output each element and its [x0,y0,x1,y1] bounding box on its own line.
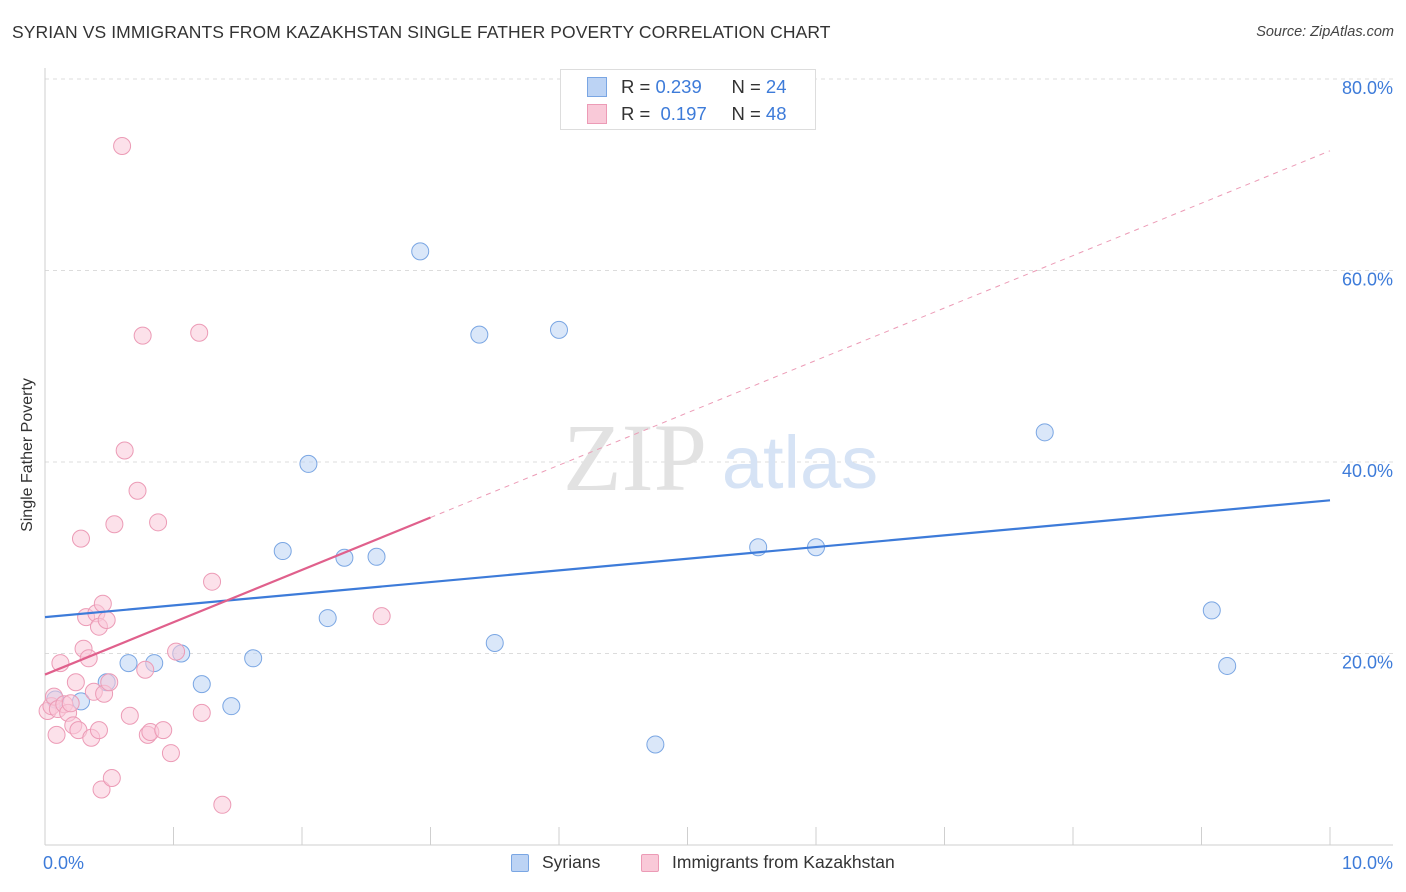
data-point [89,721,108,740]
legend-item-syrians[interactable]: Syrians [511,852,600,873]
data-point [372,607,391,626]
x-tick-label: 10.0% [1342,853,1393,873]
watermark: ZIP atlas [563,404,878,511]
data-point [47,725,66,744]
stats-n-value: 24 [765,76,787,97]
legend-label-kazakhstan: Immigrants from Kazakhstan [672,852,895,872]
data-point [192,675,211,694]
trend-lines [44,150,1331,676]
chart-title: SYRIAN VS IMMIGRANTS FROM KAZAKHSTAN SIN… [12,22,831,42]
data-point [128,481,147,500]
stats-n-value: 48 [765,103,787,124]
watermark-atlas: atlas [722,421,878,504]
data-point [119,654,138,673]
data-point [1218,656,1237,675]
stats-r-label: R = [621,76,651,97]
data-point [646,735,665,754]
legend-item-kazakhstan[interactable]: Immigrants from Kazakhstan [641,852,895,873]
data-point [102,768,121,787]
data-point [203,572,222,591]
y-tick-label: 80.0% [1342,78,1393,98]
y-tick-label: 20.0% [1342,653,1393,673]
stats-r-label: R = [621,103,651,124]
data-point [190,323,209,342]
data-point [93,594,112,613]
data-point [115,441,134,460]
stats-n-label: N = [731,76,761,97]
data-point [133,326,152,345]
y-tick-label: 60.0% [1342,270,1393,290]
data-point [149,513,168,532]
stats-row-kazakhstan: R = 0.197 N = 48 [587,102,787,126]
source-label: Source: ZipAtlas.com [1256,24,1394,40]
data-point [550,320,568,339]
data-point [113,137,132,156]
stats-row-syrians: R = 0.239 N = 24 [587,75,787,99]
legend-swatch-kazakhstan [641,853,659,872]
data-point [222,697,241,716]
data-point [244,649,263,668]
data-point [318,609,337,628]
legend-label-syrians: Syrians [542,852,601,872]
data-point [411,242,430,261]
data-point [485,633,504,652]
data-point [1035,423,1054,442]
stats-r-value: 0.239 [655,76,702,97]
bottom-legend: Syrians Immigrants from Kazakhstan [0,852,1406,878]
data-point [71,529,90,548]
y-tick-label: 40.0% [1342,461,1393,481]
data-point [66,673,85,692]
data-point [273,542,292,561]
data-point [92,780,111,799]
data-point [167,642,186,661]
tick-labels: 20.0% 40.0% 60.0% 80.0% 0.0% 10.0% [43,78,1393,873]
data-point [192,703,211,722]
x-tick-label: 0.0% [43,853,84,873]
data-point [154,721,173,740]
stats-legend: R = 0.239 N = 24 R = 0.197 N = 48 [560,69,816,130]
data-point [120,706,139,725]
data-point [136,660,155,679]
series-kazakhstan [38,137,391,814]
axes [44,68,1393,846]
data-point [213,795,232,814]
data-point [299,454,318,473]
data-point [161,744,180,763]
trend-line [44,499,1331,619]
trend-line [44,516,431,676]
stats-n-label: N = [731,103,761,124]
data-point [470,325,489,344]
watermark-zip: ZIP [563,404,707,511]
data-point [1202,601,1221,620]
stats-r-value: 0.197 [660,103,707,124]
stats-swatch-kazakhstan [587,104,607,124]
data-point [61,694,80,713]
data-point [100,673,119,692]
data-point [105,515,124,534]
gridlines [45,78,1393,654]
stats-swatch-syrians [587,77,607,97]
trend-line-extension [430,150,1331,518]
data-point [97,610,116,629]
legend-swatch-syrians [511,853,529,872]
data-point [367,547,386,566]
